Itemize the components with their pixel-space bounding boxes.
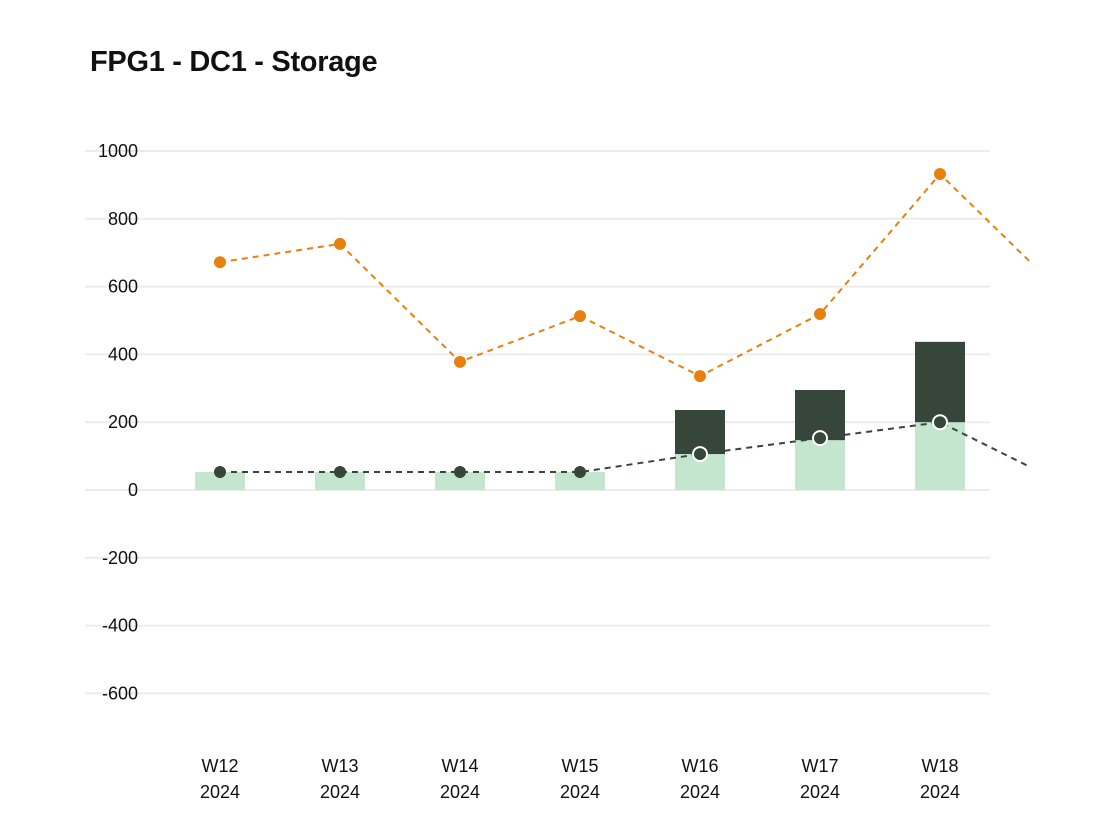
y-tick-label: 400 xyxy=(108,344,138,364)
chart-title: FPG1 - DC1 - Storage xyxy=(90,46,378,78)
x-tick-label: 2024 xyxy=(920,782,960,802)
data-point xyxy=(214,256,226,269)
y-tick-label: 1000 xyxy=(98,141,138,161)
x-tick-label: W13 xyxy=(321,756,358,776)
y-tick-label: 200 xyxy=(108,412,138,432)
y-tick-label: 800 xyxy=(108,209,138,229)
x-tick-label: W17 xyxy=(801,756,838,776)
x-tick-label: 2024 xyxy=(680,782,720,802)
data-point xyxy=(214,466,226,479)
bar-segment xyxy=(195,472,245,490)
y-tick-label: -600 xyxy=(102,683,138,703)
y-tick-label: -200 xyxy=(102,548,138,568)
x-tick-label: 2024 xyxy=(320,782,360,802)
data-point xyxy=(812,430,828,447)
x-tick-label: W18 xyxy=(921,756,958,776)
data-point xyxy=(574,466,586,479)
data-point xyxy=(334,466,346,479)
data-point xyxy=(934,168,946,181)
x-tick-label: 2024 xyxy=(800,782,840,802)
data-point xyxy=(574,310,586,323)
series-line xyxy=(219,172,1030,378)
x-tick-label: W12 xyxy=(201,756,238,776)
series-line xyxy=(220,421,1030,474)
bar-segment xyxy=(795,440,845,490)
x-tick-label: 2024 xyxy=(200,782,240,802)
bar-segment xyxy=(915,341,965,423)
y-tick-label: -400 xyxy=(102,616,138,636)
y-tick-label: 0 xyxy=(128,480,138,500)
data-point xyxy=(334,237,346,250)
bar-segment xyxy=(435,472,485,490)
data-point xyxy=(932,414,948,431)
y-tick-label: 600 xyxy=(108,277,138,297)
data-point xyxy=(694,370,706,383)
x-tick-label: W14 xyxy=(441,756,478,776)
bar-segment xyxy=(555,472,605,490)
bar-segment xyxy=(315,472,365,490)
bar-segment xyxy=(915,422,965,490)
x-tick-label: 2024 xyxy=(440,782,480,802)
data-point xyxy=(692,446,708,463)
x-tick-label: 2024 xyxy=(560,782,600,802)
data-point xyxy=(454,466,466,479)
x-tick-label: W15 xyxy=(561,756,598,776)
data-point xyxy=(454,355,466,368)
x-tick-label: W16 xyxy=(681,756,718,776)
data-point xyxy=(814,308,826,321)
